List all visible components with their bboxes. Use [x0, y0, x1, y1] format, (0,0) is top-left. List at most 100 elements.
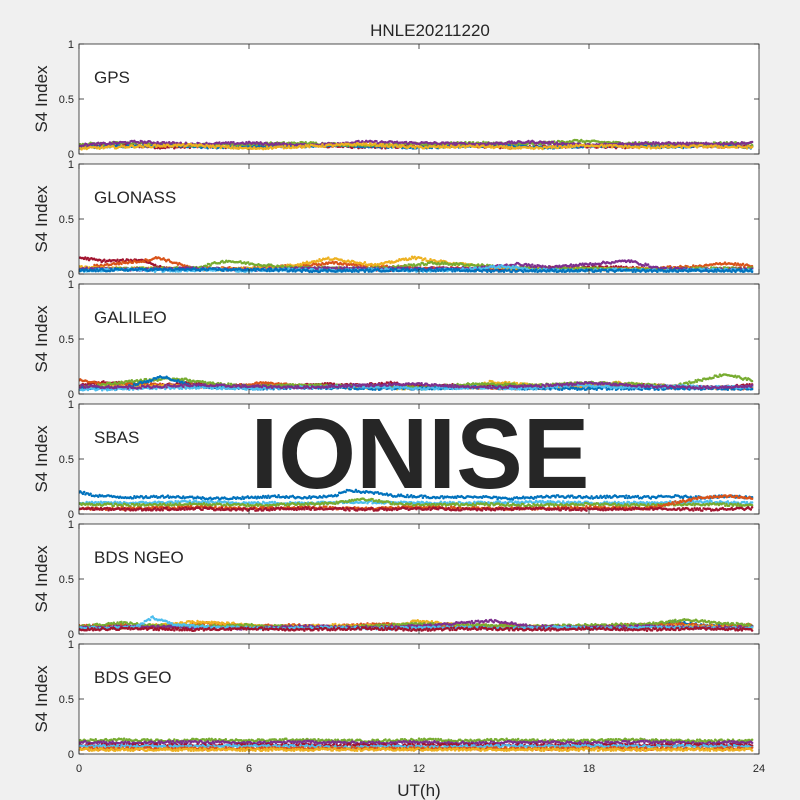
data-point — [373, 142, 377, 145]
data-point — [179, 141, 182, 145]
data-point — [505, 145, 508, 148]
data-point — [701, 144, 704, 147]
data-point — [281, 264, 284, 268]
series-5 — [79, 142, 754, 151]
data-point — [750, 140, 754, 144]
data-point — [319, 145, 323, 148]
data-point — [549, 142, 552, 146]
data-point — [205, 141, 208, 145]
data-point — [381, 142, 385, 146]
data-point — [550, 146, 553, 150]
data-point — [447, 141, 450, 145]
data-point — [582, 143, 586, 146]
data-point — [237, 147, 240, 150]
data-point — [367, 144, 371, 147]
data-point — [634, 141, 637, 144]
data-point — [219, 146, 222, 150]
data-point — [239, 260, 242, 263]
data-point — [452, 141, 456, 145]
data-point — [218, 141, 221, 144]
data-point — [317, 260, 320, 263]
data-point — [319, 263, 323, 267]
data-point — [243, 142, 247, 146]
data-point — [205, 264, 208, 268]
data-point — [287, 144, 291, 148]
data-point — [265, 145, 269, 149]
data-point — [306, 144, 310, 147]
data-point — [300, 263, 304, 266]
data-point — [269, 145, 273, 149]
data-point — [527, 139, 530, 143]
data-point — [423, 257, 427, 260]
data-point — [399, 145, 403, 149]
data-point — [600, 143, 604, 146]
data-point — [112, 145, 116, 148]
data-point — [413, 255, 416, 259]
data-point — [304, 140, 307, 144]
data-point — [357, 139, 360, 143]
data-point — [409, 257, 413, 261]
data-point — [380, 145, 383, 148]
data-point — [622, 146, 626, 149]
data-point — [652, 140, 655, 144]
data-point — [569, 144, 573, 147]
data-point — [690, 141, 694, 145]
data-point — [203, 145, 207, 149]
y-tick-label: 0 — [68, 149, 74, 161]
data-point — [614, 265, 618, 268]
data-point — [140, 140, 144, 143]
data-point — [686, 143, 690, 147]
data-point — [103, 258, 106, 262]
data-point — [565, 146, 569, 149]
data-point — [182, 142, 185, 146]
data-point — [373, 262, 377, 266]
data-point — [502, 144, 506, 148]
data-point — [229, 146, 233, 150]
data-point — [509, 142, 512, 145]
data-point — [626, 146, 629, 150]
panel-label: GPS — [94, 68, 130, 87]
data-point — [127, 141, 131, 145]
data-point — [120, 262, 123, 266]
data-point — [396, 259, 400, 263]
data-point — [286, 263, 289, 266]
data-point — [391, 145, 395, 149]
data-point — [632, 143, 636, 146]
scatter-points — [79, 255, 754, 274]
data-point — [555, 141, 559, 144]
data-point — [609, 143, 613, 147]
data-point — [363, 260, 367, 264]
figure-title: HNLE20211220 — [370, 21, 490, 40]
data-point — [228, 142, 231, 146]
data-point — [131, 261, 135, 264]
data-point — [85, 266, 88, 269]
data-point — [84, 256, 87, 259]
data-point — [167, 258, 171, 262]
y-tick-label: 0.5 — [59, 94, 74, 106]
data-point — [142, 145, 145, 149]
data-point — [121, 258, 125, 261]
data-point — [274, 141, 278, 145]
data-point — [327, 256, 330, 259]
y-axis-label: S4 Index — [32, 65, 51, 133]
data-point — [556, 146, 560, 150]
data-point — [384, 145, 387, 148]
data-point — [299, 144, 302, 148]
data-point — [209, 264, 212, 267]
data-point — [345, 266, 349, 269]
data-point — [308, 145, 311, 149]
data-point — [343, 266, 346, 269]
data-point — [211, 144, 215, 147]
data-point — [327, 266, 331, 269]
data-point — [303, 145, 306, 149]
data-point — [573, 145, 577, 148]
axes-background — [79, 44, 759, 154]
data-point — [421, 261, 425, 265]
data-point — [153, 263, 157, 267]
data-point — [270, 142, 274, 145]
data-point — [739, 142, 742, 146]
data-point — [142, 260, 146, 264]
data-point — [745, 147, 749, 150]
